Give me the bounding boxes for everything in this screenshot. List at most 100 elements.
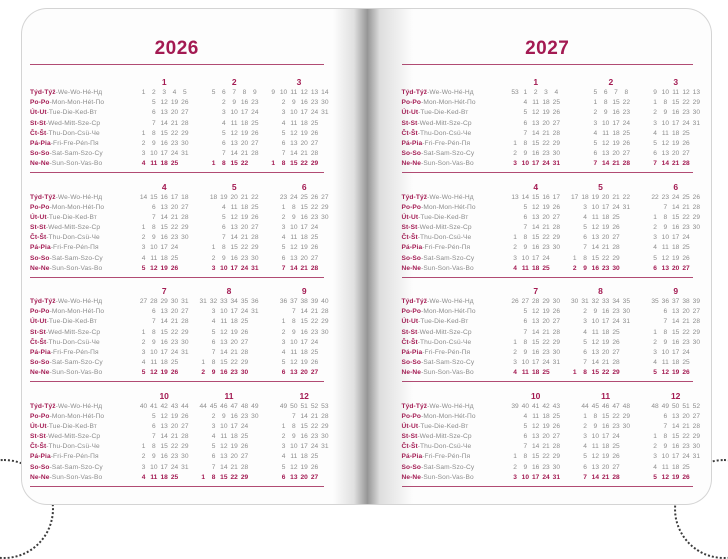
month-week-cells: 1 8 15 22 29 — [500, 233, 562, 243]
date-number: 12 — [220, 443, 228, 451]
date-number: 24 — [682, 348, 690, 356]
date-number: 30 — [692, 338, 700, 346]
date-number: 26 — [552, 203, 560, 211]
date-number: 12 — [661, 473, 670, 481]
date-number: 15 — [230, 160, 238, 168]
day-row-label: Po-Po-Mon-Mon-Hét-По — [402, 412, 492, 422]
day-row-label: St-St-Wed-Mitt-Sze-Ср — [402, 328, 492, 338]
year-title: 2027 — [525, 38, 570, 59]
date-number: 24 — [170, 463, 179, 471]
date-number: 28 — [181, 318, 189, 326]
day-label-translations: -Thu-Don-Csü-Че — [46, 129, 100, 137]
date-number: 31 — [181, 150, 189, 158]
date-number: 28 — [622, 160, 630, 168]
date-number: 30 — [181, 453, 189, 461]
month-number: 3 — [296, 77, 302, 87]
month-number: 7 — [533, 286, 539, 296]
day-label-czech-slovak: Út-Ut — [30, 318, 47, 326]
month-week-cells: 1 8 15 22 29 — [198, 473, 260, 483]
date-number: 21 — [682, 203, 690, 211]
date-number: 23 — [602, 264, 610, 272]
date-number: 7 — [663, 203, 668, 211]
day-label-czech-slovak: Po-Po — [30, 308, 50, 316]
day-label-czech-slovak: St-St — [30, 328, 46, 336]
month-week-cells: 9 10 11 12 13 — [640, 88, 702, 98]
date-number: 15 — [290, 160, 298, 168]
month-week-cells: 4 11 18 25 — [268, 348, 330, 358]
date-number: 25 — [612, 213, 620, 221]
month-week-cells: 1 8 15 22 29 — [128, 129, 190, 139]
date-number: 16 — [532, 348, 540, 356]
day-label-translations: -Mon-Mon-Hét-По — [421, 308, 476, 316]
month-week-cells: 5 12 19 26 — [128, 412, 190, 422]
date-number: 31 — [181, 348, 189, 356]
week-number: 18 — [581, 193, 589, 201]
date-number: 23 — [612, 308, 620, 316]
day-label-translations: -Thu-Don-Csü-Че — [46, 234, 100, 242]
month-week-cells: 7 14 21 28 — [198, 233, 260, 243]
calendar-row: St-St-Wed-Mitt-Sze-Ср 7 14 21 28 4 11 18 25 2 9 16 2… — [30, 432, 329, 442]
date-number: 24 — [542, 473, 550, 481]
day-label-czech-slovak: Čt-Št — [401, 234, 418, 242]
date-number: 10 — [150, 348, 158, 356]
quarter-block: 1 2 3 Týd-Týž-We-Wo-Hé-Нд 1 2 3 4 5 5 6 7 8 9 9 10 11 12 1… — [30, 73, 329, 173]
date-number: 19 — [160, 369, 168, 377]
date-number: 5 — [152, 412, 156, 420]
date-number: 22 — [170, 129, 179, 137]
week-number: 14 — [321, 89, 329, 96]
date-number: 28 — [612, 244, 620, 252]
date-number: 17 — [240, 109, 249, 117]
calendar-row: Po-Po-Mon-Mon-Hét-По 5 12 19 26 2 9 16 23 2 9 16 23 3… — [30, 98, 329, 108]
month-week-cells: 2 9 16 23 30 — [640, 108, 702, 118]
day-label-translations: -Thu-Don-Csü-Че — [46, 443, 100, 451]
date-number: 30 — [240, 369, 249, 377]
week-number: 30 — [552, 298, 560, 305]
date-number: 6 — [523, 213, 528, 221]
date-number: 21 — [612, 160, 620, 168]
date-number: 10 — [150, 244, 158, 252]
calendar-row: Ne-Ne-Sun-Son-Vas-Во 3 10 17 24 31 7 14 21 28 7 14 2… — [402, 159, 694, 169]
month-slot: 8 — [570, 286, 632, 296]
month-slot: 12 — [640, 391, 702, 401]
date-number: 14 — [532, 328, 540, 336]
calendar-row: So-So-Sat-Sam-Szo-Су 3 10 17 24 31 7 14 21 28 7 14 2… — [30, 149, 324, 159]
date-number: 2 — [211, 412, 216, 420]
date-number: 15 — [160, 443, 168, 451]
date-number: 19 — [230, 443, 238, 451]
week-number: 49 — [279, 402, 288, 410]
date-number: 22 — [542, 234, 550, 242]
month-slot: 10 — [500, 391, 562, 401]
date-number: 25 — [170, 160, 179, 168]
day-label-translations: -Mon-Mon-Hét-По — [49, 99, 105, 107]
date-number: 10 — [290, 224, 298, 232]
month-number: 4 — [533, 181, 539, 192]
week-number: 27 — [321, 193, 329, 201]
day-label-translations: -Sat-Sam-Szo-Су — [421, 150, 475, 158]
month-week-cells: 6 13 20 27 — [500, 432, 562, 442]
week-number: 21 — [240, 193, 249, 201]
week-number: 20 — [230, 193, 238, 201]
day-row-label: Út-Ut-Tue-Die-Ked-Вт — [402, 213, 492, 223]
date-number: 18 — [240, 119, 249, 127]
day-label-translations: -We-Wo-Hé-Нд — [55, 298, 103, 305]
date-number: 27 — [682, 264, 690, 272]
date-number: 14 — [300, 412, 308, 420]
date-number: 14 — [672, 422, 680, 430]
year-title: 2026 — [154, 38, 199, 59]
date-number: 4 — [523, 99, 528, 107]
date-number: 22 — [542, 338, 550, 346]
calendar-row: So-So-Sat-Sam-Szo-Су 4 11 18 25 1 8 15 22 29 5 12 19… — [30, 358, 324, 368]
day-label-czech-slovak: Pá-Pia — [30, 348, 51, 356]
day-label-translations: -Mon-Mon-Hét-По — [421, 412, 476, 420]
month-week-cells: 5 12 19 26 — [640, 473, 702, 483]
date-number: 16 — [300, 328, 308, 336]
date-number: 13 — [532, 119, 540, 127]
date-number: 11 — [290, 453, 298, 461]
date-number: 8 — [593, 412, 598, 420]
day-label-czech-slovak: St-St — [401, 224, 418, 232]
week-number: 21 — [612, 193, 620, 201]
month-week-cells: 5 12 19 26 — [640, 139, 702, 149]
month-week-cells: 5 12 19 26 — [268, 358, 330, 368]
date-number: 25 — [310, 234, 319, 242]
